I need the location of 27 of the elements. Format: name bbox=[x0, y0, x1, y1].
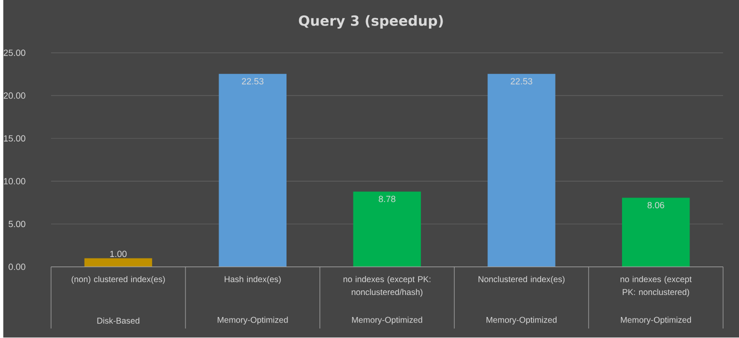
bar bbox=[218, 74, 287, 268]
y-tick-label: 0.00 bbox=[8, 264, 26, 270]
bar bbox=[488, 74, 556, 268]
y-tick-label: 15.00 bbox=[4, 135, 26, 142]
x-tick-label: no indexes (except PK: nonclustered/hash) bbox=[344, 276, 430, 297]
bar bbox=[622, 198, 690, 268]
x-tick-label: no indexes (except PK: nonclustered) bbox=[620, 276, 692, 297]
y-tick-label: 20.00 bbox=[4, 92, 26, 99]
y-tick-label: 25.00 bbox=[4, 50, 26, 56]
y-tick-label: 10.00 bbox=[4, 178, 26, 185]
data-label: 22.53 bbox=[242, 78, 264, 85]
text: Memory-Optimized bbox=[620, 316, 691, 325]
data-label: 8.78 bbox=[378, 196, 396, 202]
text: Memory-Optimized bbox=[486, 316, 557, 325]
bar bbox=[353, 192, 421, 268]
y-tick-label: 5.00 bbox=[8, 221, 26, 228]
text: Memory-Optimized bbox=[352, 316, 422, 325]
chart-title: Query 3 (speedup) bbox=[298, 15, 443, 29]
data-label: 22.53 bbox=[510, 78, 532, 85]
x-tick-label: (non) clustered index(es) bbox=[72, 276, 165, 284]
text: Disk-Based bbox=[97, 318, 140, 324]
x-tick-label: Nonclustered index(es) bbox=[478, 276, 565, 284]
data-label: 8.06 bbox=[648, 202, 664, 209]
bar bbox=[84, 258, 152, 268]
data-label: 1.00 bbox=[110, 250, 127, 258]
text: Memory-Optimized bbox=[218, 316, 288, 325]
x-tick-label: Hash index(es) bbox=[224, 276, 281, 284]
